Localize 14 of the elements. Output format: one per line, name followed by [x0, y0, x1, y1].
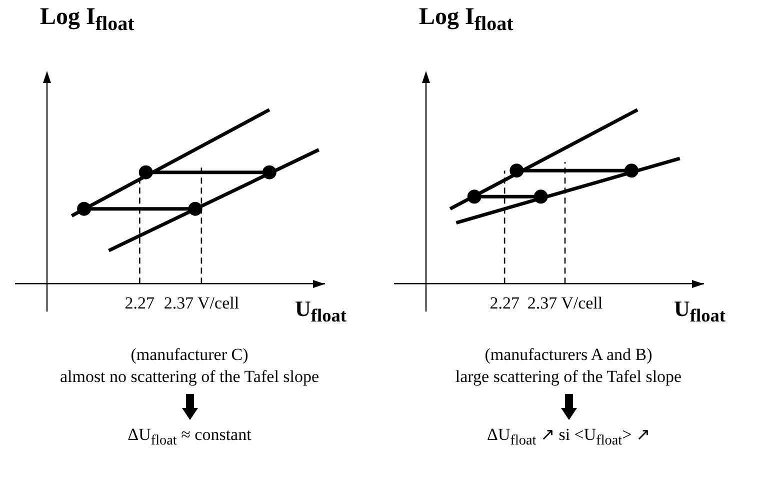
text: almost no scattering of the Tafel slope: [58, 366, 320, 388]
text: ΔU$_{float}$ ≈ constant: [126, 424, 252, 450]
text: ΔU$_{float}$ ↗ si <U$_{float}$> ↗: [486, 424, 651, 450]
x-axis-title: U$_{float}$: [674, 296, 726, 326]
x-tick-label: 2.37 V/cell: [527, 293, 603, 312]
text: large scattering of the Tafel slope: [454, 366, 683, 388]
y-axis-title: Log I$_{float}$: [40, 4, 134, 36]
x-tick-label: 2.27: [124, 293, 156, 312]
text: (manufacturers A and B): [484, 344, 654, 366]
x-tick-label: 2.27: [490, 293, 520, 312]
x-axis-title: U$_{float}$: [295, 296, 347, 326]
y-axis-title: Log I$_{float}$: [419, 4, 514, 36]
text: (manufacturer C): [130, 344, 250, 366]
x-tick-label: 2.37 V/cell: [164, 293, 240, 312]
